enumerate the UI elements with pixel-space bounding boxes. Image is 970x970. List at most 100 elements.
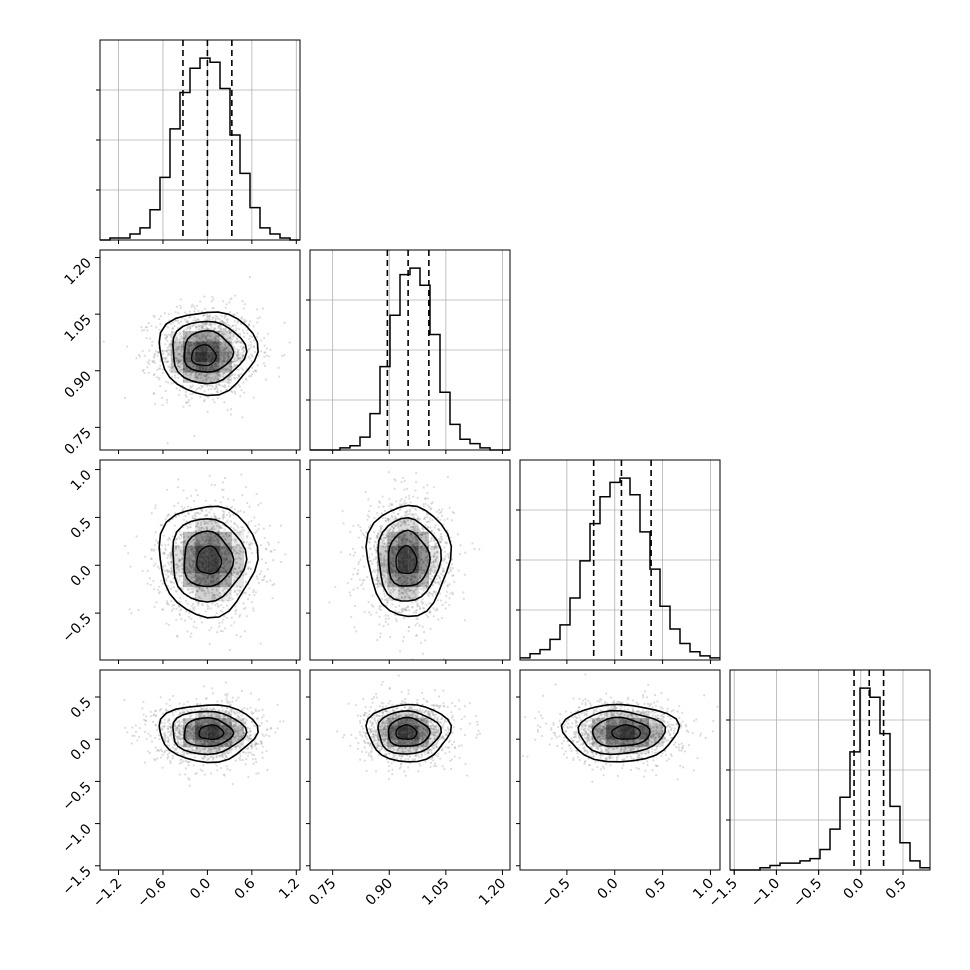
scatter-point [209, 324, 212, 327]
scatter-point [382, 505, 385, 508]
scatter-point [156, 565, 159, 568]
scatter-point [233, 347, 236, 351]
scatter-point [221, 354, 224, 357]
scatter-point [152, 374, 155, 377]
scatter-point [226, 354, 229, 357]
scatter-point [229, 413, 233, 416]
scatter-point [234, 360, 237, 363]
scatter-point [229, 378, 232, 381]
scatter-point [183, 329, 186, 332]
scatter-point [174, 319, 177, 322]
scatter-point [173, 603, 176, 607]
scatter-point [180, 362, 183, 366]
scatter-point [184, 336, 187, 339]
scatter-point [415, 634, 418, 637]
scatter-point [191, 552, 195, 555]
scatter-point [234, 324, 237, 327]
scatter-point [262, 527, 265, 530]
scatter-point [366, 576, 369, 579]
scatter-point [458, 553, 461, 556]
scatter-point [185, 497, 188, 500]
scatter-point [219, 526, 222, 529]
scatter-point [196, 376, 200, 380]
scatter-point [205, 578, 208, 581]
scatter-point [236, 321, 239, 324]
scatter-point [222, 375, 225, 378]
scatter-point [212, 593, 215, 596]
scatter-point [239, 758, 242, 762]
scatter-point [168, 536, 171, 539]
scatter-point [436, 516, 440, 519]
scatter-point [214, 327, 217, 330]
scatter-point [254, 757, 257, 761]
scatter-point [206, 331, 209, 334]
scatter-point [226, 338, 229, 341]
scatter-point [202, 374, 206, 377]
scatter-point [252, 325, 255, 328]
scatter-point [220, 599, 223, 602]
scatter-point [184, 318, 187, 321]
scatter-point [255, 772, 258, 775]
scatter-point [443, 518, 446, 522]
scatter-point [178, 762, 182, 765]
scatter-point [228, 355, 231, 358]
scatter-point [236, 377, 239, 380]
scatter-point [177, 559, 180, 563]
scatter-point [153, 355, 156, 358]
scatter-point [246, 501, 249, 505]
scatter-point [169, 587, 173, 590]
scatter-point [446, 517, 449, 520]
scatter-point [180, 337, 184, 340]
scatter-point [219, 384, 222, 387]
scatter-point [242, 346, 245, 349]
scatter-point [205, 374, 208, 377]
scatter-point [182, 368, 185, 371]
scatter-point [193, 335, 196, 338]
scatter-point [407, 494, 411, 497]
scatter-point [228, 311, 232, 314]
scatter-point [241, 329, 244, 332]
scatter-point [195, 376, 199, 379]
scatter-point [236, 340, 239, 343]
scatter-point [264, 351, 267, 354]
scatter-point [152, 359, 155, 362]
scatter-point [131, 726, 134, 729]
scatter-point [197, 542, 200, 545]
scatter-point [227, 355, 230, 358]
scatter-point [414, 624, 417, 627]
scatter-point [206, 338, 209, 342]
scatter-point [223, 401, 226, 404]
scatter-point [202, 592, 206, 595]
scatter-point [252, 346, 255, 349]
scatter-point [252, 589, 255, 592]
scatter-point [450, 519, 453, 522]
scatter-point [144, 326, 147, 329]
scatter-point [452, 574, 455, 577]
scatter-point [188, 575, 191, 578]
scatter-point [221, 363, 224, 366]
scatter-point [225, 532, 228, 535]
scatter-point [215, 524, 219, 527]
scatter-point [179, 306, 182, 310]
scatter-point [187, 374, 190, 377]
scatter-point [219, 630, 222, 633]
scatter-point [179, 596, 182, 600]
scatter-point [444, 601, 447, 604]
scatter-point [216, 593, 219, 597]
scatter-point [440, 616, 444, 620]
scatter-point [171, 754, 174, 758]
scatter-point [146, 329, 149, 332]
scatter-point [188, 404, 191, 407]
contour-line [158, 311, 259, 397]
scatter-point [240, 367, 243, 370]
scatter-point [248, 587, 251, 590]
scatter-point [373, 517, 376, 520]
scatter-point [186, 320, 190, 324]
scatter-point [169, 348, 172, 351]
scatter-point [154, 504, 157, 507]
scatter-point [179, 609, 182, 612]
density-cell [219, 351, 232, 363]
scatter-point [163, 552, 166, 556]
scatter-point [224, 329, 227, 332]
scatter-point [252, 762, 255, 765]
